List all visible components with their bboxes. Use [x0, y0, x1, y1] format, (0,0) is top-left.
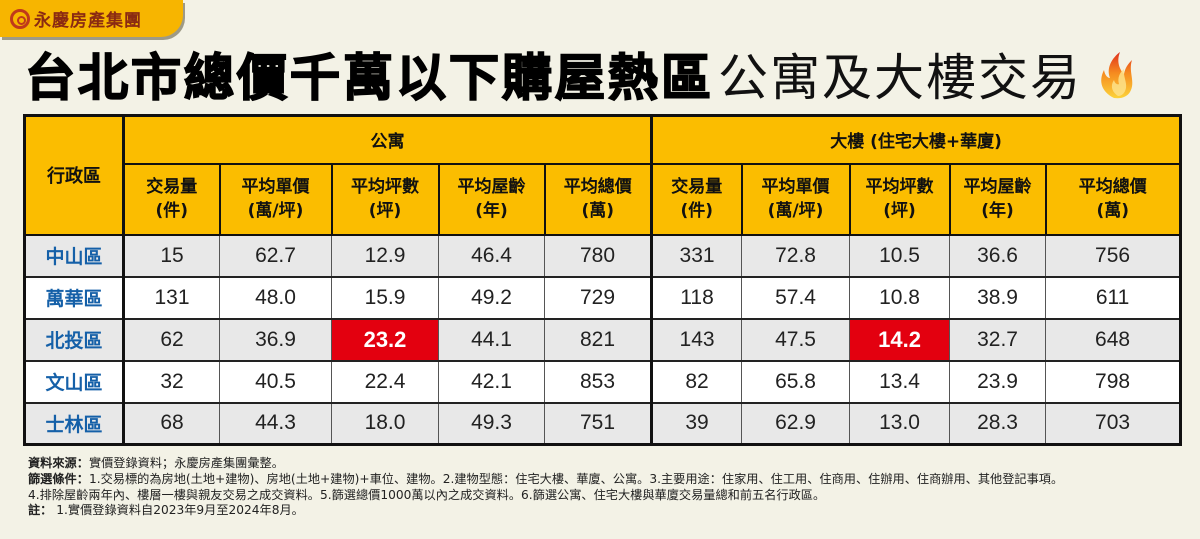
bldg-cell: 47.5 — [741, 318, 851, 362]
apt-cell: 49.2 — [438, 276, 545, 320]
bldg-cell: 72.8 — [741, 234, 851, 278]
apt-cell: 729 — [543, 276, 654, 320]
apt-cell: 751 — [543, 402, 654, 446]
apt-cell: 44.3 — [219, 402, 332, 446]
yungching-logo-icon — [10, 8, 30, 29]
brand-name: 永慶房產集團 — [34, 11, 142, 31]
note-filter-continued: 4.排除屋齡兩年內、樓層一樓與親友交易之成交資料。5.篩選總價1000萬以內之成… — [28, 487, 826, 502]
table-row: 士林區 68 44.3 18.0 49.3 751 39 62.9 13.0 28.3 703 — [24, 402, 1182, 446]
table-row: 北投區 62 36.9 23.2 44.1 821 143 47.5 14.2 32.7 648 — [24, 318, 1182, 362]
note-source: 資料來源：實價登錄資料；永慶房產集團彙整。 — [28, 456, 284, 470]
bldg-cell: 10.8 — [849, 276, 951, 320]
note-remark: 註： 1.實價登錄資料自2023年9月至2024年8月。 — [28, 503, 304, 518]
bldg-cell: 23.9 — [949, 360, 1047, 404]
col-header-bldg-area: 平均坪數 (坪) — [848, 162, 951, 236]
bldg-cell: 756 — [1045, 234, 1182, 278]
flame-icon — [1101, 52, 1133, 99]
bldg-cell: 65.8 — [741, 360, 851, 404]
bldg-cell: 143 — [651, 318, 743, 362]
bldg-cell: 32.7 — [949, 318, 1047, 362]
apt-cell: 821 — [543, 318, 654, 362]
bldg-cell: 82 — [651, 360, 743, 404]
col-header-apt-area: 平均坪數 (坪) — [330, 162, 440, 236]
district-cell: 中山區 — [24, 234, 125, 278]
col-header-apt-age: 平均屋齡 (年) — [437, 162, 546, 236]
col-header-bldg-age: 平均屋齡 (年) — [948, 162, 1047, 236]
apt-cell: 36.9 — [219, 318, 332, 362]
apt-cell: 22.4 — [331, 360, 439, 404]
district-cell: 北投區 — [24, 318, 125, 362]
bldg-cell: 648 — [1045, 318, 1182, 362]
apt-cell: 15.9 — [331, 276, 439, 320]
bldg-cell: 28.3 — [949, 402, 1047, 446]
col-header-apt-unit-price: 平均單價 (萬/坪) — [218, 162, 333, 236]
brand-badge: 永慶房產集團 — [0, 0, 183, 37]
bldg-cell: 57.4 — [741, 276, 851, 320]
apt-cell: 44.1 — [438, 318, 545, 362]
apt-cell: 42.1 — [438, 360, 545, 404]
apt-cell: 18.0 — [331, 402, 439, 446]
apt-cell: 48.0 — [219, 276, 332, 320]
note-filter: 篩選條件：1.交易標的為房地(土地+建物)、房地(土地+建物)+車位、建物。2.… — [28, 471, 1064, 486]
bldg-cell: 118 — [651, 276, 743, 320]
title-light: 公寓及大樓交易 — [718, 49, 1082, 107]
apt-cell: 780 — [543, 234, 654, 278]
bldg-cell: 798 — [1045, 360, 1182, 404]
district-header: 行政區 — [23, 114, 125, 236]
bldg-cell: 13.0 — [849, 402, 951, 446]
group-header-apartment: 公寓 — [122, 114, 654, 165]
apt-cell: 62 — [123, 318, 220, 362]
col-header-apt-total-price: 平均總價 (萬) — [543, 162, 654, 236]
apt-cell: 46.4 — [438, 234, 545, 278]
footnotes: 資料來源：實價登錄資料；永慶房產集團彙整。 篩選條件：1.交易標的為房地(土地+… — [28, 456, 1188, 519]
bldg-cell: 611 — [1045, 276, 1182, 320]
apt-cell: 853 — [543, 360, 654, 404]
apt-cell: 131 — [123, 276, 220, 320]
table-row: 文山區 32 40.5 22.4 42.1 853 82 65.8 13.4 23.9 798 — [24, 360, 1182, 404]
col-header-apt-volume: 交易量 (件) — [122, 162, 221, 236]
col-header-bldg-volume: 交易量 (件) — [650, 162, 743, 236]
bldg-cell: 39 — [651, 402, 743, 446]
bldg-cell: 13.4 — [849, 360, 951, 404]
apt-cell: 49.3 — [438, 402, 545, 446]
bldg-cell: 38.9 — [949, 276, 1047, 320]
group-header-building: 大樓 (住宅大樓+華廈) — [650, 114, 1182, 165]
bldg-cell: 10.5 — [849, 234, 951, 278]
apt-cell: 15 — [123, 234, 220, 278]
bldg-cell: 703 — [1045, 402, 1182, 446]
table-row: 萬華區 131 48.0 15.9 49.2 729 118 57.4 10.8 38.9 611 — [24, 276, 1182, 320]
apt-cell: 32 — [123, 360, 220, 404]
table-row: 中山區 15 62.7 12.9 46.4 780 331 72.8 10.5 36.6 756 — [24, 234, 1182, 278]
bldg-cell: 62.9 — [741, 402, 851, 446]
apt-cell: 40.5 — [219, 360, 332, 404]
bldg-cell-highlight: 14.2 — [849, 318, 951, 362]
bldg-cell: 36.6 — [949, 234, 1047, 278]
apt-cell: 68 — [123, 402, 220, 446]
table-body: 中山區 15 62.7 12.9 46.4 780 331 72.8 10.5 36.6 756 萬華… — [24, 234, 1182, 446]
title-bold: 台北市總價千萬以下購屋熱區 — [24, 48, 714, 108]
district-cell: 士林區 — [24, 402, 125, 446]
apt-cell: 62.7 — [219, 234, 332, 278]
col-header-bldg-total-price: 平均總價 (萬) — [1044, 162, 1182, 236]
apt-cell-highlight: 23.2 — [331, 318, 439, 362]
page-title: 台北市總價千萬以下購屋熱區 公寓及大樓交易 — [24, 42, 1142, 108]
data-table: 行政區 公寓 大樓 (住宅大樓+華廈) 交易量 (件) 平均單價 (萬/坪) 平均坪… — [23, 114, 1183, 446]
district-cell: 萬華區 — [24, 276, 125, 320]
district-cell: 文山區 — [24, 360, 125, 404]
col-header-bldg-unit-price: 平均單價 (萬/坪) — [740, 162, 851, 236]
bldg-cell: 331 — [651, 234, 743, 278]
apt-cell: 12.9 — [331, 234, 439, 278]
